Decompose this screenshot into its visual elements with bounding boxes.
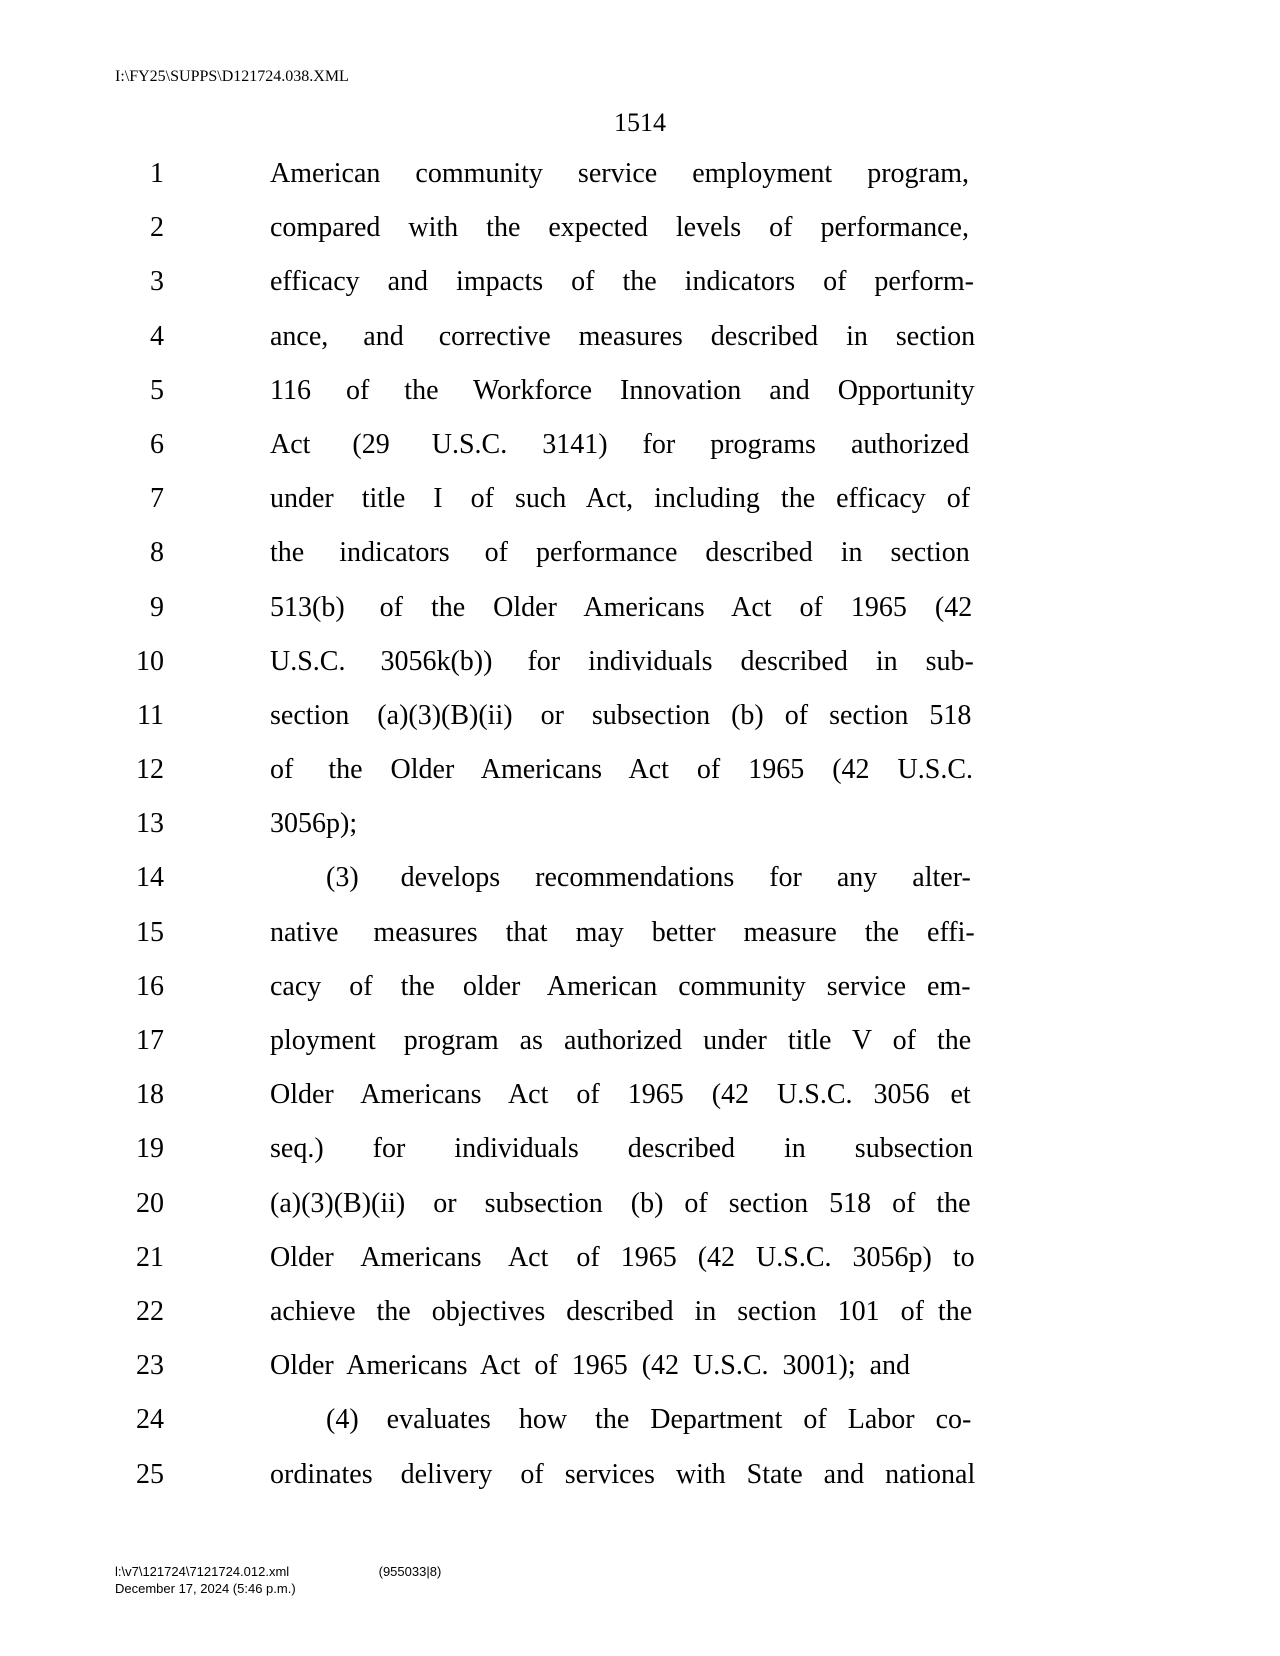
bill-line: 133056p); [122, 808, 1152, 862]
line-number: 9 [122, 592, 212, 624]
bill-line: 2compared with the expected levels of pe… [122, 212, 1152, 266]
bill-line: 5116 of the Workforce Innovation and Opp… [122, 375, 1152, 429]
line-number: 21 [122, 1242, 212, 1274]
line-number: 22 [122, 1296, 212, 1328]
line-text: Older Americans Act of 1965 (42 U.S.C. 3… [212, 1242, 1152, 1274]
line-text: of the Older Americans Act of 1965 (42 U… [212, 754, 1152, 786]
line-text: (a)(3)(B)(ii) or subsection (b) of secti… [212, 1188, 1152, 1220]
line-number: 12 [122, 754, 212, 786]
bill-line: 19seq.) for individuals described in sub… [122, 1133, 1152, 1187]
document-page: I:\FY25\SUPPS\D121724.038.XML 1514 1Amer… [0, 0, 1280, 1656]
line-text: compared with the expected levels of per… [212, 212, 1152, 244]
bill-line: 23Older Americans Act of 1965 (42 U.S.C.… [122, 1350, 1152, 1404]
line-number: 23 [122, 1350, 212, 1382]
line-text: 513(b) of the Older Americans Act of 196… [212, 592, 1152, 624]
bill-line: 18Older Americans Act of 1965 (42 U.S.C.… [122, 1079, 1152, 1133]
line-text: (4) evaluates how the Department of Labo… [212, 1404, 1152, 1436]
line-text: Older Americans Act of 1965 (42 U.S.C. 3… [212, 1350, 1152, 1382]
bill-line: 22achieve the objectives described in se… [122, 1296, 1152, 1350]
footer-doc-id: (955033|8) [379, 1564, 442, 1579]
line-number: 5 [122, 375, 212, 407]
bill-line: 20(a)(3)(B)(ii) or subsection (b) of sec… [122, 1188, 1152, 1242]
footer-line-1: l:\v7\121724\7121724.012.xml (955033|8) [115, 1563, 441, 1581]
bill-line: 15native measures that may better measur… [122, 917, 1152, 971]
bill-line: 6Act (29 U.S.C. 3141) for programs autho… [122, 429, 1152, 483]
line-number: 10 [122, 646, 212, 678]
line-number: 19 [122, 1133, 212, 1165]
line-text: ordinates delivery of services with Stat… [212, 1459, 1152, 1491]
line-text: seq.) for individuals described in subse… [212, 1133, 1152, 1165]
line-text: under title I of such Act, including the… [212, 483, 1152, 515]
bill-line: 8the indicators of performance described… [122, 537, 1152, 591]
line-text: 3056p); [212, 808, 1152, 840]
line-number: 14 [122, 862, 212, 894]
line-text: (3) develops recommendations for any alt… [212, 862, 1152, 894]
line-text: American community service employment pr… [212, 158, 1152, 190]
line-number: 20 [122, 1188, 212, 1220]
line-text: ance, and corrective measures described … [212, 321, 1152, 353]
line-text: 116 of the Workforce Innovation and Oppo… [212, 375, 1152, 407]
line-text: Act (29 U.S.C. 3141) for programs author… [212, 429, 1152, 461]
line-number: 8 [122, 537, 212, 569]
bill-line: 25ordinates delivery of services with St… [122, 1459, 1152, 1513]
line-text: U.S.C. 3056k(b)) for individuals describ… [212, 646, 1152, 678]
line-text: Older Americans Act of 1965 (42 U.S.C. 3… [212, 1079, 1152, 1111]
bill-line: 17ployment program as authorized under t… [122, 1025, 1152, 1079]
line-text: cacy of the older American community ser… [212, 971, 1152, 1003]
line-text: native measures that may better measure … [212, 917, 1152, 949]
bill-line: 14(3) develops recommendations for any a… [122, 862, 1152, 916]
line-number: 13 [122, 808, 212, 840]
footer: l:\v7\121724\7121724.012.xml (955033|8) … [115, 1563, 441, 1598]
bill-line: 12of the Older Americans Act of 1965 (42… [122, 754, 1152, 808]
bill-line: 11section (a)(3)(B)(ii) or subsection (b… [122, 700, 1152, 754]
line-text: ployment program as authorized under tit… [212, 1025, 1152, 1057]
bill-line: 24(4) evaluates how the Department of La… [122, 1404, 1152, 1458]
line-number: 25 [122, 1459, 212, 1491]
line-number: 2 [122, 212, 212, 244]
line-number: 11 [122, 700, 212, 732]
line-number: 18 [122, 1079, 212, 1111]
line-number: 6 [122, 429, 212, 461]
footer-timestamp: December 17, 2024 (5:46 p.m.) [115, 1580, 441, 1598]
line-number: 1 [122, 158, 212, 190]
bill-line: 10U.S.C. 3056k(b)) for individuals descr… [122, 646, 1152, 700]
line-number: 17 [122, 1025, 212, 1057]
header-file-path: I:\FY25\SUPPS\D121724.038.XML [115, 68, 349, 86]
bill-text-block: 1American community service employment p… [122, 158, 1152, 1513]
line-number: 7 [122, 483, 212, 515]
line-text: achieve the objectives described in sect… [212, 1296, 1152, 1328]
line-text: the indicators of performance described … [212, 537, 1152, 569]
bill-line: 3efficacy and impacts of the indicators … [122, 266, 1152, 320]
bill-line: 4ance, and corrective measures described… [122, 321, 1152, 375]
line-text: section (a)(3)(B)(ii) or subsection (b) … [212, 700, 1152, 732]
line-number: 16 [122, 971, 212, 1003]
bill-line: 16cacy of the older American community s… [122, 971, 1152, 1025]
line-number: 24 [122, 1404, 212, 1436]
line-text: efficacy and impacts of the indicators o… [212, 266, 1152, 298]
bill-line: 7under title I of such Act, including th… [122, 483, 1152, 537]
bill-line: 1American community service employment p… [122, 158, 1152, 212]
footer-xml-path: l:\v7\121724\7121724.012.xml [115, 1563, 375, 1581]
page-number: 1514 [0, 108, 1280, 138]
line-number: 15 [122, 917, 212, 949]
line-number: 3 [122, 266, 212, 298]
bill-line: 21Older Americans Act of 1965 (42 U.S.C.… [122, 1242, 1152, 1296]
line-number: 4 [122, 321, 212, 353]
bill-line: 9513(b) of the Older Americans Act of 19… [122, 592, 1152, 646]
